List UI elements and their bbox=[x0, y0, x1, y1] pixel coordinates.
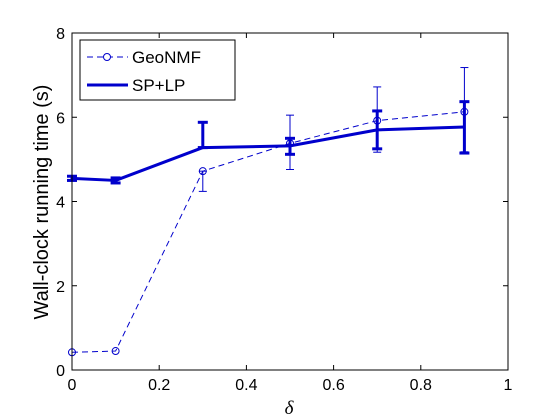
y-tick-label: 4 bbox=[56, 195, 65, 212]
error-bar bbox=[110, 176, 121, 185]
x-tick-label: 0.8 bbox=[410, 377, 432, 394]
data-point bbox=[198, 167, 207, 176]
y-tick-label: 8 bbox=[56, 26, 65, 43]
x-axis-label: δ bbox=[285, 398, 295, 419]
series-sp-lp bbox=[67, 100, 470, 185]
legend-box bbox=[79, 39, 236, 101]
y-tick-label: 6 bbox=[56, 110, 65, 127]
series-geonmf bbox=[68, 67, 469, 357]
legend-marker bbox=[103, 53, 111, 61]
legend-entry: SP+LP bbox=[87, 76, 185, 95]
x-tick-label: 0 bbox=[68, 377, 77, 394]
error-bar bbox=[285, 136, 295, 156]
plot-area bbox=[67, 67, 470, 357]
legend-label: SP+LP bbox=[132, 76, 185, 95]
x-tick-label: 0.2 bbox=[148, 377, 170, 394]
x-tick-label: 0.6 bbox=[322, 377, 344, 394]
y-tick-label: 2 bbox=[56, 279, 65, 296]
data-point bbox=[111, 347, 120, 356]
error-bar bbox=[197, 120, 208, 150]
legend-entry: GeoNMF bbox=[87, 48, 201, 67]
legend-label: GeoNMF bbox=[132, 48, 201, 67]
y-axis-label: Wall-clock running time (s) bbox=[31, 85, 53, 320]
series-line bbox=[71, 125, 465, 182]
y-tick-label: 0 bbox=[56, 363, 65, 380]
x-tick-label: 1 bbox=[504, 377, 513, 394]
series-line bbox=[71, 111, 465, 353]
error-bar bbox=[459, 100, 470, 155]
x-tick-label: 0.4 bbox=[235, 377, 257, 394]
error-bar bbox=[372, 109, 383, 151]
legend: GeoNMF SP+LP bbox=[79, 39, 236, 101]
axes: 0 0.2 0.4 0.6 0.8 1 0 2 4 6 8 bbox=[56, 26, 512, 394]
